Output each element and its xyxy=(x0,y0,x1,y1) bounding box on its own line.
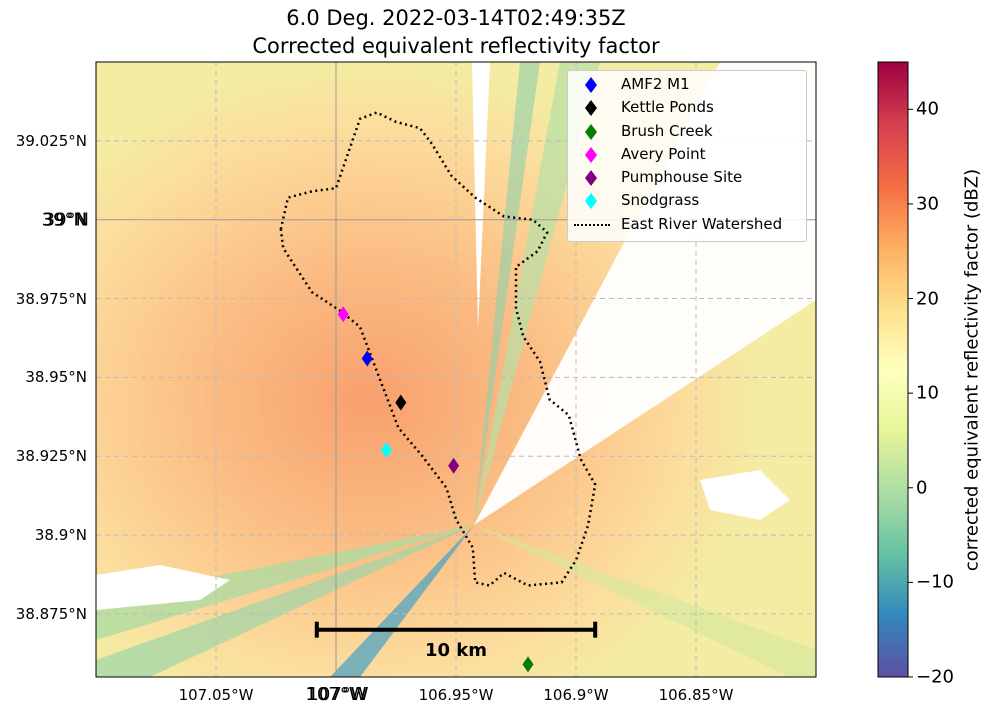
lat-tick-label: 38.875°N xyxy=(15,604,87,623)
lat-tick-label: 38.925°N xyxy=(15,447,87,466)
site-marker-amf2-m1 xyxy=(361,350,373,367)
site-marker-brush-creek xyxy=(522,656,534,673)
map-title-line-1: 6.0 Deg. 2022-03-14T02:49:35Z xyxy=(286,6,626,30)
legend-item-snodgrass: Snodgrass xyxy=(568,190,806,212)
site-marker-snodgrass xyxy=(380,441,392,458)
diamond-marker-icon xyxy=(585,193,597,209)
legend-label: East River Watershed xyxy=(621,215,783,233)
east-river-watershed-outline xyxy=(279,111,597,587)
lon-tick-label: 107.05°W xyxy=(178,686,254,704)
lat-major-label-overlap: 39°N xyxy=(43,209,89,231)
colorbar-label: corrected equivalent reflectivity factor… xyxy=(961,168,983,572)
colorbar-tick-label: −20 xyxy=(916,666,954,688)
colorbar-ticks xyxy=(908,108,913,678)
legend-item-amf2-m1: AMF2 M1 xyxy=(568,74,806,96)
lat-major-label: 39°N xyxy=(41,209,87,231)
legend-label: Brush Creek xyxy=(621,122,713,140)
legend-item-brush-creek: Brush Creek xyxy=(568,121,806,143)
lon-major-label-overlap: 107°W xyxy=(307,684,369,705)
axes-frame xyxy=(95,61,817,678)
lon-tick-label: 106.85°W xyxy=(658,686,734,704)
legend-label: Snodgrass xyxy=(621,191,700,209)
legend-label: Avery Point xyxy=(621,145,706,163)
legend-item-avery-point: Avery Point xyxy=(568,144,806,166)
legend-item-east-river-watershed: East River Watershed xyxy=(568,214,806,236)
colorbar-tick-label: 30 xyxy=(916,193,939,215)
lat-tick-label: 38.9°N xyxy=(34,526,87,545)
legend-label: Pumphouse Site xyxy=(621,168,743,186)
legend-label: Kettle Ponds xyxy=(621,98,714,116)
diamond-marker-icon xyxy=(585,77,597,93)
map-title-line-2: Corrected equivalent reflectivity factor xyxy=(252,34,660,58)
diamond-marker-icon xyxy=(585,100,597,116)
lat-tick-label: 38.975°N xyxy=(15,289,87,308)
site-markers xyxy=(337,306,534,673)
dotted-line-icon xyxy=(574,224,610,226)
lon-tick-label: 106.9°W xyxy=(543,686,609,704)
legend-item-pumphouse-site: Pumphouse Site xyxy=(568,167,806,189)
colorbar-tick-label: 10 xyxy=(916,382,939,404)
colorbar xyxy=(877,61,909,678)
colorbar-tick-label: −10 xyxy=(916,571,954,593)
scale-bar xyxy=(314,621,598,638)
site-marker-avery-point xyxy=(337,306,349,323)
colorbar-tick-label: 0 xyxy=(916,477,928,499)
diamond-marker-icon xyxy=(585,170,597,186)
site-marker-pumphouse-site xyxy=(448,457,460,474)
lat-tick-label: 39.025°N xyxy=(15,131,87,150)
diamond-marker-icon xyxy=(585,147,597,163)
colorbar-tick-label: 40 xyxy=(916,98,939,120)
site-marker-kettle-ponds xyxy=(395,394,407,411)
lon-major-label: 107°W xyxy=(305,684,367,705)
legend-label: AMF2 M1 xyxy=(621,75,690,93)
scale-bar-label: 10 km xyxy=(424,639,488,661)
legend-item-kettle-ponds: Kettle Ponds xyxy=(568,97,806,119)
lon-tick-label: 106.95°W xyxy=(418,686,494,704)
colorbar-tick-label: 20 xyxy=(916,288,939,310)
lat-tick-label: 38.95°N xyxy=(25,368,87,387)
legend: AMF2 M1 Kettle Ponds Brush Creek Avery P… xyxy=(567,70,807,242)
diamond-marker-icon xyxy=(585,124,597,140)
